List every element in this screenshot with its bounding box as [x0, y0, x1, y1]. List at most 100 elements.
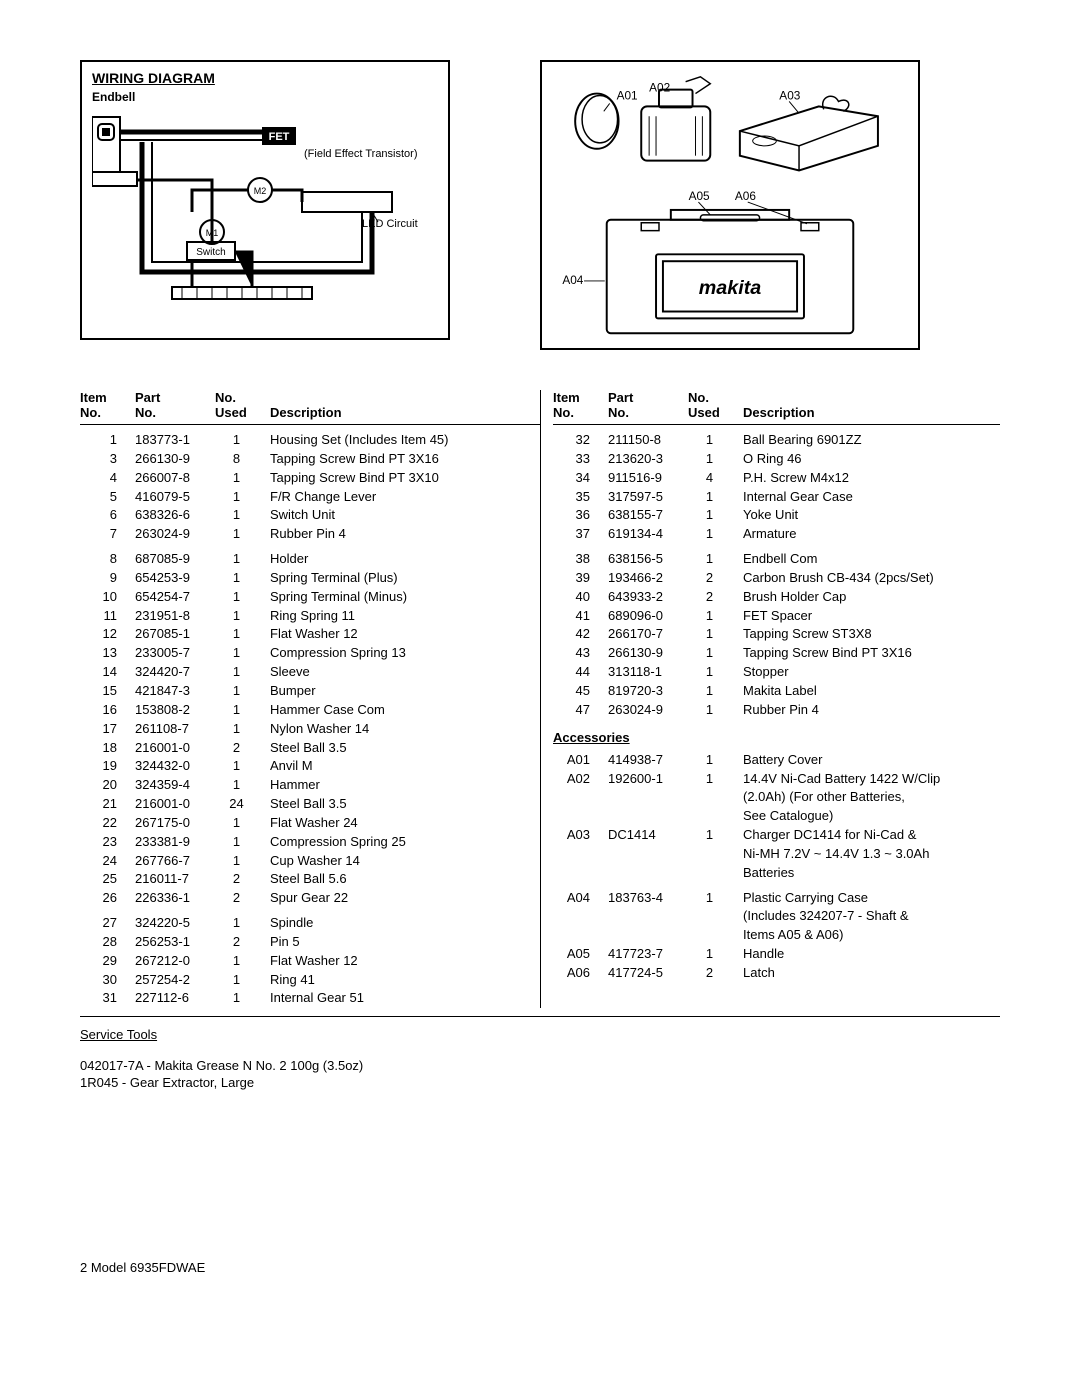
table-row: 30257254-21Ring 41 [80, 971, 540, 990]
cell-item: 29 [80, 952, 135, 971]
cell-part: 227112-6 [135, 989, 215, 1008]
svg-text:M1: M1 [206, 228, 219, 238]
table-row: 31227112-61Internal Gear 51 [80, 989, 540, 1008]
cell-item: 17 [80, 720, 135, 739]
table-row: See Catalogue) [553, 807, 1000, 826]
cell-used: 1 [215, 569, 270, 588]
cell-desc: Hammer Case Com [270, 701, 540, 720]
table-row: 28256253-12Pin 5 [80, 933, 540, 952]
cell-part: 261108-7 [135, 720, 215, 739]
cell-part: 216001-0 [135, 739, 215, 758]
cell-desc: Flat Washer 12 [270, 952, 540, 971]
table-row: Ni-MH 7.2V ~ 14.4V 1.3 ~ 3.0Ah [553, 845, 1000, 864]
table-row: 39193466-22Carbon Brush CB-434 (2pcs/Set… [553, 569, 1000, 588]
cell-part [608, 907, 688, 926]
diagrams-row: WIRING DIAGRAM Endbell FET (Field Effect… [80, 60, 1000, 350]
cell-item: 13 [80, 644, 135, 663]
th-usedno: No. [215, 390, 236, 405]
accessories-diagram: A01 A02 A03 [540, 60, 920, 350]
table-row: 26226336-12Spur Gear 22 [80, 889, 540, 908]
cell-part: 911516-9 [608, 469, 688, 488]
table-row: A02192600-1114.4V Ni-Cad Battery 1422 W/… [553, 770, 1000, 789]
table-row: 15421847-31Bumper [80, 682, 540, 701]
cell-desc: Charger DC1414 for Ni-Cad & [743, 826, 1000, 845]
svg-text:Switch: Switch [196, 247, 225, 258]
cell-used: 1 [215, 663, 270, 682]
table-row: 29267212-01Flat Washer 12 [80, 952, 540, 971]
cell-part [608, 807, 688, 826]
cell-used: 1 [215, 607, 270, 626]
cell-used: 2 [215, 933, 270, 952]
cell-desc: Ni-MH 7.2V ~ 14.4V 1.3 ~ 3.0Ah [743, 845, 1000, 864]
cell-part: 313118-1 [608, 663, 688, 682]
footer: 2 Model 6935FDWAE [80, 1260, 1000, 1275]
cell-part [608, 864, 688, 883]
parts-right-column: ItemNo. PartNo. No.Used Description 3221… [540, 390, 1000, 1008]
cell-item [553, 907, 608, 926]
cell-item: 15 [80, 682, 135, 701]
th-item: Item [80, 390, 107, 405]
cell-used [688, 788, 743, 807]
table-row: 19324432-01Anvil M [80, 757, 540, 776]
table-row: A03DC14141Charger DC1414 for Ni-Cad & [553, 826, 1000, 845]
cell-part: 416079-5 [135, 488, 215, 507]
cell-desc: Internal Gear Case [743, 488, 1000, 507]
table-row: 38638156-51Endbell Com [553, 550, 1000, 569]
cell-used: 1 [215, 431, 270, 450]
table-row: 9654253-91Spring Terminal (Plus) [80, 569, 540, 588]
cell-used: 1 [688, 945, 743, 964]
cell-used: 1 [215, 720, 270, 739]
cell-used: 1 [215, 525, 270, 544]
table-row: 27324220-51Spindle [80, 914, 540, 933]
table-header: ItemNo. PartNo. No.Used Description [553, 390, 1000, 425]
th-partno: No. [608, 405, 629, 420]
cell-part: 654254-7 [135, 588, 215, 607]
cell-used: 1 [688, 450, 743, 469]
cell-item [553, 845, 608, 864]
cell-item: 33 [553, 450, 608, 469]
svg-text:M2: M2 [254, 186, 267, 196]
cell-item: 20 [80, 776, 135, 795]
cell-used: 2 [215, 739, 270, 758]
table-row: 33213620-31O Ring 46 [553, 450, 1000, 469]
cell-desc: Ball Bearing 6901ZZ [743, 431, 1000, 450]
table-row: Items A05 & A06) [553, 926, 1000, 945]
cell-part: 213620-3 [608, 450, 688, 469]
cell-used: 1 [215, 625, 270, 644]
table-row: 45819720-31Makita Label [553, 682, 1000, 701]
cell-part [608, 845, 688, 864]
table-row: 37619134-41Armature [553, 525, 1000, 544]
cell-part: 211150-8 [608, 431, 688, 450]
cell-used: 1 [688, 625, 743, 644]
cell-desc: Steel Ball 3.5 [270, 795, 540, 814]
cell-used: 1 [215, 757, 270, 776]
svg-text:A02: A02 [649, 81, 670, 95]
cell-used: 8 [215, 450, 270, 469]
cell-part: 183773-1 [135, 431, 215, 450]
cell-desc: Hammer [270, 776, 540, 795]
cell-desc: (2.0Ah) (For other Batteries, [743, 788, 1000, 807]
cell-desc: Anvil M [270, 757, 540, 776]
cell-item: 28 [80, 933, 135, 952]
table-row: 21216001-024Steel Ball 3.5 [80, 795, 540, 814]
table-row: 4266007-81Tapping Screw Bind PT 3X10 [80, 469, 540, 488]
cell-desc: Bumper [270, 682, 540, 701]
svg-text:FET: FET [269, 131, 290, 143]
table-row: 22267175-01Flat Washer 24 [80, 814, 540, 833]
cell-desc: Spindle [270, 914, 540, 933]
cell-item: A04 [553, 889, 608, 908]
cell-item: 43 [553, 644, 608, 663]
cell-used: 1 [215, 852, 270, 871]
cell-item: 39 [553, 569, 608, 588]
cell-used: 1 [215, 488, 270, 507]
table-row: 24267766-71Cup Washer 14 [80, 852, 540, 871]
cell-part: 654253-9 [135, 569, 215, 588]
table-row: 17261108-71Nylon Washer 14 [80, 720, 540, 739]
cell-desc: Ring 41 [270, 971, 540, 990]
table-row: 34911516-94P.H. Screw M4x12 [553, 469, 1000, 488]
cell-part: 689096-0 [608, 607, 688, 626]
cell-desc: Stopper [743, 663, 1000, 682]
svg-text:A03: A03 [779, 88, 800, 102]
table-row: 3266130-98Tapping Screw Bind PT 3X16 [80, 450, 540, 469]
cell-item: 36 [553, 506, 608, 525]
